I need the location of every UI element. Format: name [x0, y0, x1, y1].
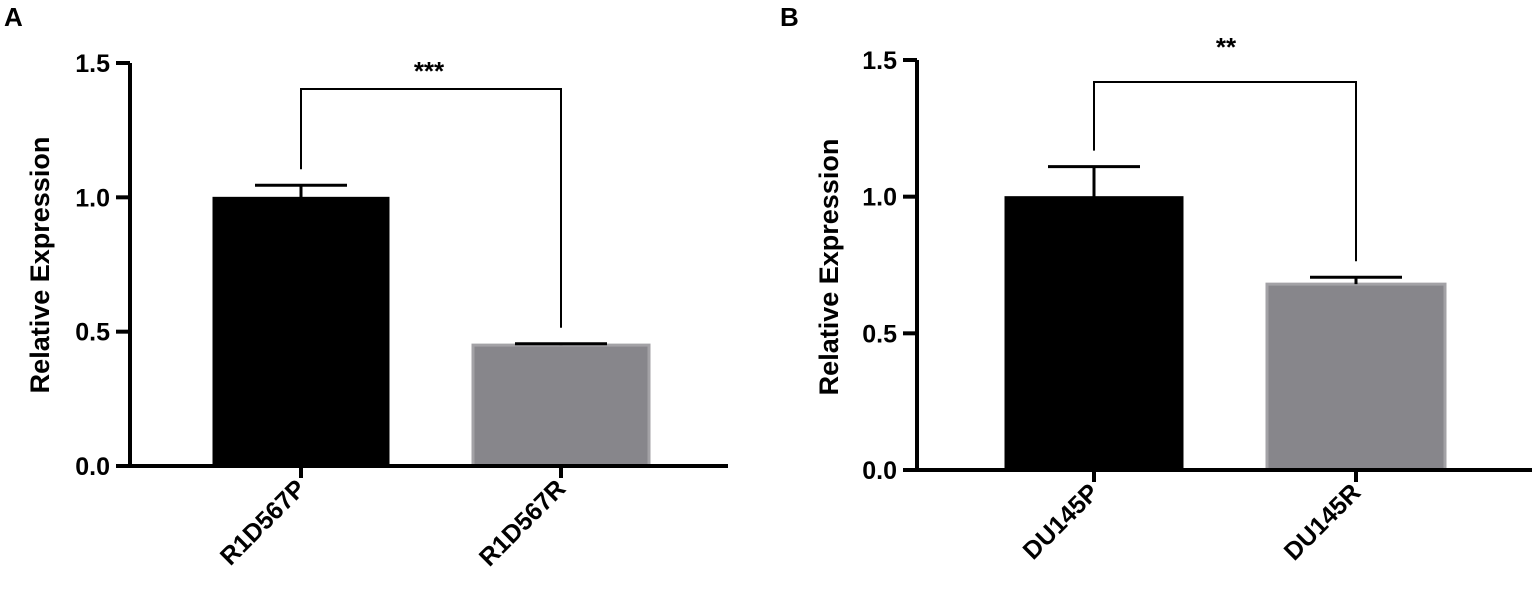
bar	[212, 196, 390, 467]
panel-label: A	[4, 2, 23, 32]
y-tick-label: 1.0	[75, 184, 110, 212]
significance-bracket	[300, 88, 562, 328]
y-tick-label: 1.5	[862, 47, 897, 75]
significance-label: **	[1216, 32, 1237, 62]
panel-label: B	[780, 2, 799, 32]
y-axis-label: Relative Expression	[25, 137, 55, 394]
x-tick-label: R1D567R	[474, 474, 571, 571]
y-axis-label: Relative Expression	[814, 139, 844, 396]
y-tick-label: 0.0	[75, 453, 110, 481]
panel-a: A Relative Expression 0.0 0.5 1.0 1.5 R1D567…	[4, 2, 728, 572]
x-tick-label: R1D567P	[215, 474, 311, 570]
y-tick-label: 1.5	[75, 50, 110, 78]
x-tick-label: DU145R	[1279, 478, 1367, 566]
bar	[1265, 282, 1447, 472]
x-tick-label: DU145P	[1018, 478, 1105, 565]
y-tick-label: 0.5	[75, 319, 110, 347]
panel-b: B Relative Expression 0.0 0.5 1.0 1.5 DU145P…	[780, 2, 1532, 566]
bar	[1004, 196, 1184, 471]
significance-bracket	[1093, 81, 1357, 262]
y-tick-label: 1.0	[862, 184, 897, 212]
y-tick-label: 0.0	[862, 457, 897, 485]
bar	[471, 343, 651, 468]
significance-label: ***	[414, 56, 445, 86]
y-tick-label: 0.5	[862, 320, 897, 348]
